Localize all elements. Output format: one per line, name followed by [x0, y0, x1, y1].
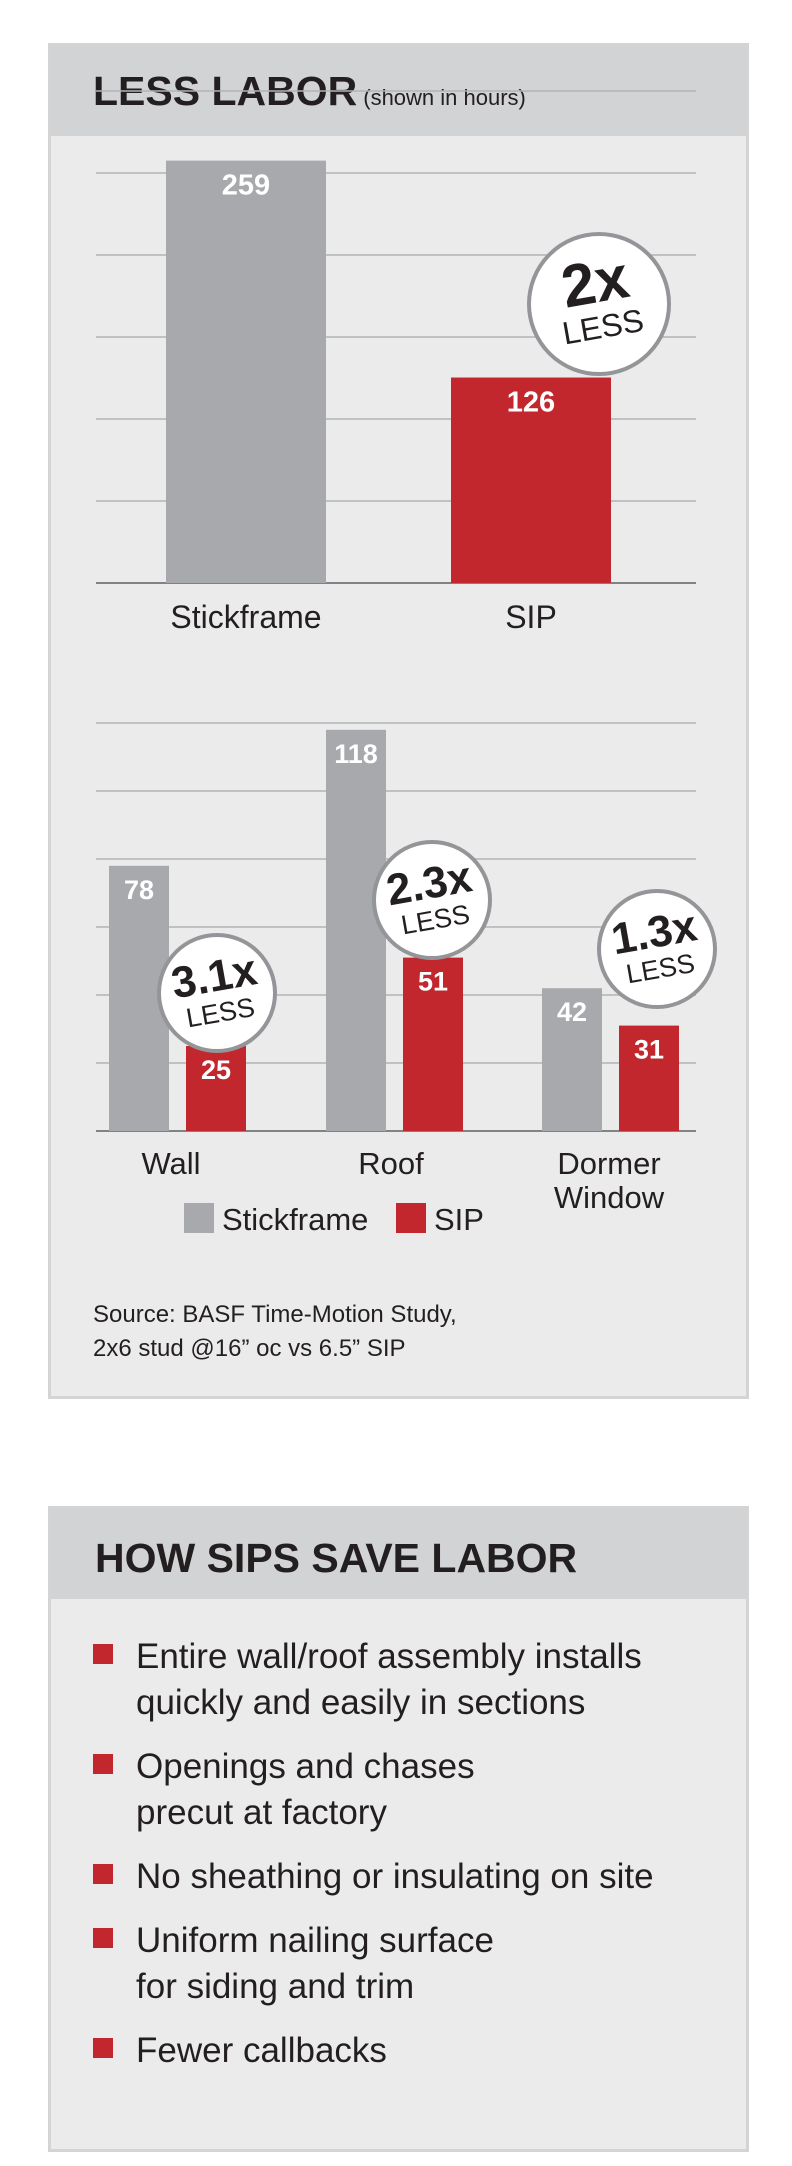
chart2-bar-sip: [619, 1025, 679, 1131]
chart1-value-label: 126: [507, 387, 555, 419]
benefit-list: Entire wall/roof assembly installs quick…: [93, 1634, 654, 2092]
chart2-bar-sip: [186, 1046, 246, 1131]
chart2-value-label: 51: [418, 967, 448, 997]
chart1-bar-sip: [451, 377, 611, 583]
benefit-item: No sheathing or insulating on site: [93, 1854, 654, 1900]
legend-label-sip: SIP: [434, 1202, 484, 1237]
chart1-badge-multiplier: 2x: [556, 243, 633, 321]
benefit-item: Openings and chases precut at factory: [93, 1744, 654, 1836]
chart2-bar-sip: [403, 957, 463, 1131]
benefit-item: Entire wall/roof assembly installs quick…: [93, 1634, 654, 1726]
chart2-category-label: Wall: [141, 1146, 200, 1181]
legend-swatch-stickframe: [184, 1203, 214, 1233]
chart1-category-label: Stickframe: [170, 599, 321, 635]
chart2-category-label: Dormer: [557, 1146, 660, 1181]
chart2-value-label: 25: [201, 1055, 231, 1085]
benefit-text: Openings and chases precut at factory: [136, 1747, 475, 1832]
benefit-item: Uniform nailing surface for siding and t…: [93, 1918, 654, 2010]
less-labor-subtitle: (shown in hours): [363, 85, 526, 110]
chart2-bar-stickframe: [326, 729, 386, 1131]
chart1-value-label: 259: [222, 170, 270, 202]
chart1-bar-stickframe: [166, 160, 326, 583]
bullet-square-icon: [93, 1754, 113, 1774]
bullet-square-icon: [93, 1928, 113, 1948]
chart1-category-label: SIP: [505, 599, 557, 635]
chart2-category-label: Roof: [358, 1146, 424, 1181]
source-line-2: 2x6 stud @16” oc vs 6.5” SIP: [93, 1335, 406, 1362]
chart1-badge-circle: [527, 232, 671, 376]
benefit-text: Entire wall/roof assembly installs quick…: [136, 1637, 642, 1722]
legend-label-stickframe: Stickframe: [222, 1202, 368, 1237]
chart2-value-label: 78: [124, 875, 154, 905]
chart2-badge-1-circle: [157, 933, 277, 1053]
source-line-1: Source: BASF Time-Motion Study,: [93, 1301, 457, 1328]
chart2-value-label: 42: [557, 997, 587, 1027]
chart2-value-label: 118: [334, 739, 378, 769]
how-sips-header: HOW SIPS SAVE LABOR: [51, 1509, 746, 1599]
chart2-bar-stickframe: [542, 988, 602, 1131]
chart2-value-label: 31: [634, 1035, 664, 1065]
benefit-text: No sheathing or insulating on site: [136, 1857, 654, 1896]
bullet-square-icon: [93, 1864, 113, 1884]
how-sips-panel: HOW SIPS SAVE LABOR Entire wall/roof ass…: [48, 1506, 749, 2152]
benefit-item: Fewer callbacks: [93, 2028, 654, 2074]
benefit-text: Uniform nailing surface for siding and t…: [136, 1921, 494, 2006]
benefit-text: Fewer callbacks: [136, 2031, 387, 2070]
bullet-square-icon: [93, 2038, 113, 2058]
source-note: Source: BASF Time-Motion Study, 2x6 stud…: [93, 1298, 457, 1366]
how-sips-title: HOW SIPS SAVE LABOR: [95, 1535, 578, 1581]
legend-swatch-sip: [396, 1203, 426, 1233]
chart2-category-label: Window: [554, 1180, 665, 1215]
less-labor-panel: LESS LABOR (shown in hours) 259 Stickframe…: [48, 43, 749, 1399]
bullet-square-icon: [93, 1644, 113, 1664]
chart2-badge-2-circle: [372, 840, 492, 960]
chart2-badge-3-circle: [597, 889, 717, 1009]
